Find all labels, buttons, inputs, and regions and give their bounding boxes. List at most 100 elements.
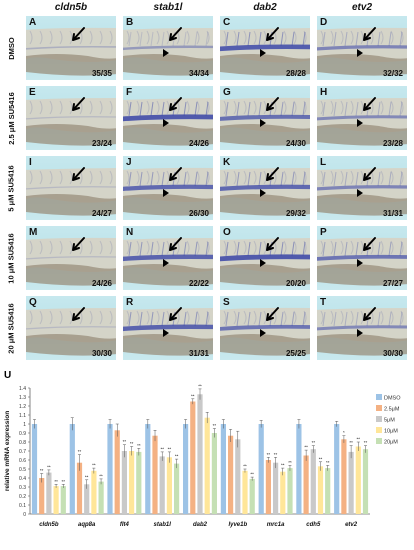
legend-label: 20μM xyxy=(384,440,398,446)
arrow-marker xyxy=(72,237,85,251)
yolk-extension xyxy=(26,264,116,286)
vessel-stain xyxy=(317,45,407,51)
bar xyxy=(325,468,331,514)
panel-count: 23/28 xyxy=(382,139,403,148)
panel-letter: D xyxy=(320,17,328,28)
row-label-20um: 20 μM SU5416 xyxy=(6,302,16,354)
panel-letter: R xyxy=(126,297,134,308)
panel-count: 20/20 xyxy=(285,279,306,288)
legend-swatch xyxy=(376,416,382,422)
gene-header-etv2: etv2 xyxy=(351,2,372,13)
panel-count: 24/26 xyxy=(91,279,112,288)
significance-mark: ** xyxy=(198,383,202,388)
yolk-extension xyxy=(26,54,116,76)
significance-mark: ** xyxy=(319,456,323,461)
embryo-panel-e: E 23/24 xyxy=(26,86,116,150)
panel-letter: H xyxy=(320,87,328,98)
significance-mark: ** xyxy=(288,460,292,465)
panel-letter: T xyxy=(320,297,327,308)
bar xyxy=(211,433,217,514)
bar xyxy=(76,462,83,514)
vessel-stain xyxy=(317,254,407,261)
embryo-trunk xyxy=(317,308,407,343)
arrowhead-marker xyxy=(163,189,169,197)
bar xyxy=(152,435,158,514)
x-category-label: lyve1b xyxy=(228,522,247,528)
y-tick-label: 0.1 xyxy=(19,503,26,509)
vessel-stain xyxy=(317,115,407,121)
embryo-panel-i: I 24/27 xyxy=(26,156,116,220)
vessel-stain xyxy=(123,184,213,191)
bar xyxy=(341,439,347,514)
y-tick-label: 1.3 xyxy=(19,395,26,401)
embryo-trunk xyxy=(317,168,407,203)
panel-count: 31/31 xyxy=(188,349,209,358)
bar xyxy=(183,424,189,514)
arrow-marker xyxy=(72,27,85,41)
bar xyxy=(258,424,264,514)
arrowhead-marker xyxy=(357,119,363,127)
panel-count: 34/34 xyxy=(188,69,209,78)
chart-panel-label: U xyxy=(4,370,11,381)
y-tick-label: 0.3 xyxy=(19,485,26,491)
arrowhead-marker xyxy=(357,49,363,57)
arrowhead-marker xyxy=(260,259,266,267)
embryo-trunk xyxy=(26,308,116,343)
embryo-trunk xyxy=(26,237,116,273)
bar xyxy=(296,424,302,514)
arrow-marker xyxy=(169,27,182,41)
bar xyxy=(46,472,52,514)
bar xyxy=(39,478,45,514)
gene-header-stab1l: stab1l xyxy=(153,2,183,13)
significance-mark: ** xyxy=(364,440,368,445)
panel-count: 24/26 xyxy=(188,139,209,148)
panel-letter: P xyxy=(320,227,327,238)
significance-mark: ** xyxy=(47,464,51,469)
arrow-marker xyxy=(363,307,376,321)
embryo-panel-p: P 27/27 xyxy=(317,226,407,290)
y-tick-label: 0.5 xyxy=(19,467,26,473)
y-axis-label: relative mRNA expression xyxy=(4,411,11,491)
vessel-stain xyxy=(220,254,310,262)
arrowhead-marker xyxy=(163,329,169,337)
bar xyxy=(84,484,90,514)
yolk-extension xyxy=(317,124,407,146)
bar xyxy=(69,424,75,514)
significance-mark: ** xyxy=(85,474,89,479)
bar xyxy=(31,424,38,514)
embryo-trunk xyxy=(220,307,310,343)
panel-letter: G xyxy=(223,87,231,98)
panel-count: 25/25 xyxy=(285,349,306,358)
bar xyxy=(53,486,59,514)
embryo-trunk xyxy=(317,237,407,273)
bar xyxy=(204,417,210,514)
legend-label: 5μM xyxy=(384,418,395,424)
y-tick-label: 0.9 xyxy=(19,431,26,437)
yolk-extension xyxy=(220,54,310,76)
y-tick-label: 1.2 xyxy=(19,404,26,410)
panel-letter: E xyxy=(29,87,36,98)
arrow-marker xyxy=(266,237,279,251)
vessel-stain xyxy=(26,45,116,50)
bar xyxy=(197,394,203,514)
x-category-label: etv2 xyxy=(345,522,358,528)
arrow-marker xyxy=(72,167,85,181)
gene-header-dab2: dab2 xyxy=(253,2,277,13)
vessel-stain xyxy=(220,44,310,52)
vessel-stain xyxy=(220,184,310,191)
y-tick-label: 0.4 xyxy=(19,476,26,482)
bar xyxy=(129,451,135,514)
panel-letter: O xyxy=(223,227,231,238)
arrow-marker xyxy=(363,27,376,41)
embryo-trunk xyxy=(317,27,407,63)
significance-mark: ** xyxy=(274,452,278,457)
arrow-marker xyxy=(266,27,279,41)
significance-mark: ** xyxy=(357,437,361,442)
arrowhead-marker xyxy=(260,329,266,337)
panel-count: 24/27 xyxy=(91,209,112,218)
panel-letter: Q xyxy=(29,297,37,308)
significance-mark: ** xyxy=(243,464,247,469)
bar xyxy=(114,430,120,514)
embryo-panel-k: K 29/32 xyxy=(220,156,310,220)
significance-mark: ** xyxy=(160,446,164,451)
